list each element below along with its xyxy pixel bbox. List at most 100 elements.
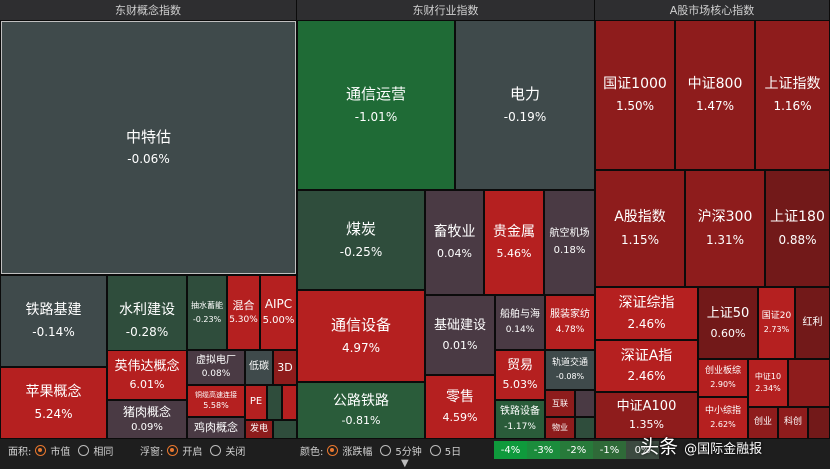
tile-tielushebei[interactable]: 铁路设备 -1.17% <box>495 400 545 439</box>
color-option-5day[interactable]: 5日 <box>444 446 462 458</box>
tile-name: 沪深300 <box>697 209 753 226</box>
area-radio-market-cap[interactable] <box>35 444 47 456</box>
tile-pct: 5.00% <box>262 315 295 327</box>
tile-small-industry-2[interactable] <box>575 417 595 439</box>
tile-name: 苹果概念 <box>25 384 82 401</box>
tile-guijinshu[interactable]: 贵金属 5.46% <box>484 190 544 295</box>
tile-small-core-2[interactable] <box>808 407 830 439</box>
color-option-5min[interactable]: 5分钟 <box>395 446 422 458</box>
float-radio-on[interactable] <box>167 444 179 456</box>
chevron-down-icon[interactable]: ▼ <box>401 458 409 469</box>
tile-shenzhengzongzhi[interactable]: 深证综指 2.46% <box>595 287 698 340</box>
color-option-change[interactable]: 涨跌幅 <box>342 446 373 458</box>
tile-hongli[interactable]: 红利 <box>795 287 830 359</box>
tile-small-concept-2[interactable] <box>282 385 297 420</box>
tile-pct: 5.30% <box>229 315 258 326</box>
tile-lingshou[interactable]: 零售 4.59% <box>425 375 495 439</box>
float-option-off[interactable]: 关闭 <box>225 446 246 458</box>
legend-item: -1% <box>593 441 626 459</box>
tile-zhongxiao[interactable]: 中小综指 2.62% <box>698 397 748 439</box>
area-option-equal[interactable]: 相同 <box>93 446 114 458</box>
tile-pingguo[interactable]: 苹果概念 5.24% <box>0 367 107 439</box>
tile-hangkong[interactable]: 航空机场 0.18% <box>544 190 595 295</box>
tile-meitan[interactable]: 煤炭 -0.25% <box>297 190 425 290</box>
tile-name: 虚拟电厂 <box>196 354 236 366</box>
tile-name: 上证180 <box>770 209 825 226</box>
float-radio-off[interactable] <box>210 444 222 456</box>
tile-pe[interactable]: PE <box>245 385 267 420</box>
tile-tongxinshebei[interactable]: 通信设备 4.97% <box>297 290 425 382</box>
tile-name: 水利建设 <box>119 302 175 319</box>
tile-name: 猪肉概念 <box>122 404 171 419</box>
tile-xunidianchang[interactable]: 虚拟电厂 0.08% <box>187 350 245 385</box>
tile-guozheng1000[interactable]: 国证1000 1.50% <box>595 20 675 170</box>
tile-shangzheng180[interactable]: 上证180 0.88% <box>765 170 830 287</box>
tile-chuangye[interactable]: 创业 <box>748 407 778 439</box>
tile-name: 畜牧业 <box>433 223 476 240</box>
color-radio-5min[interactable] <box>380 444 392 456</box>
tile-chuanbo[interactable]: 船舶与海 0.14% <box>495 295 545 350</box>
float-option-on[interactable]: 开启 <box>182 446 203 458</box>
tile-pct: -1.01% <box>354 109 398 124</box>
tile-aipc[interactable]: AIPC 5.00% <box>260 275 297 350</box>
tile-tielujijian[interactable]: 铁路基建 -0.14% <box>0 275 107 367</box>
tile-zhurou[interactable]: 猪肉概念 0.09% <box>107 400 187 439</box>
tile-guozheng20[interactable]: 国证20 2.73% <box>758 287 795 359</box>
color-radio-5day[interactable] <box>429 444 441 456</box>
tile-zhongzheng800[interactable]: 中证800 1.47% <box>675 20 755 170</box>
tile-zhongzheng10[interactable]: 中证10 2.34% <box>748 359 788 407</box>
tile-name: 贵金属 <box>493 223 535 240</box>
tile-small-industry-1[interactable] <box>575 390 595 417</box>
tile-shangzheng50[interactable]: 上证50 0.60% <box>698 287 758 359</box>
tile-small-concept-3[interactable] <box>273 420 297 439</box>
tile-pct: 2.34% <box>755 384 781 393</box>
tile-name: 低碳 <box>249 361 269 373</box>
tile-fuzhuang[interactable]: 服装家纺 4.78% <box>545 295 595 350</box>
tile-pct: 4.97% <box>341 340 381 355</box>
tile-name: 铁路基建 <box>25 302 82 319</box>
tile-tonglan[interactable]: 铜缆高速连接 5.58% <box>187 385 245 417</box>
tile-pct: 1.47% <box>695 99 735 114</box>
tile-fadian[interactable]: 发电 <box>245 420 273 439</box>
tile-pct: 1.31% <box>705 232 745 247</box>
area-radio-equal[interactable] <box>78 444 90 456</box>
tile-dianli[interactable]: 电力 -0.19% <box>455 20 595 190</box>
tile-name: 红利 <box>802 316 823 328</box>
industry-panel-header: 东财行业指数 <box>297 0 595 20</box>
tile-small-concept-1[interactable] <box>267 385 282 420</box>
tile-shenzhenga[interactable]: 深证A指 2.46% <box>595 340 698 392</box>
tile-name: 中证A100 <box>616 399 677 414</box>
tile-chuangyeban[interactable]: 创业板综 2.90% <box>698 359 748 397</box>
tile-ditan[interactable]: 低碳 <box>245 350 273 385</box>
tile-name: 鸡肉概念 <box>194 421 238 435</box>
tile-keji[interactable]: 科创 <box>778 407 808 439</box>
tile-xumuye[interactable]: 畜牧业 0.04% <box>425 190 484 295</box>
tile-agu[interactable]: A股指数 1.15% <box>595 170 685 287</box>
tile-zhongzhenga100[interactable]: 中证A100 1.35% <box>595 392 698 439</box>
tile-name: 轨道交通 <box>551 357 588 368</box>
tile-3d[interactable]: 3D <box>273 350 297 385</box>
tile-tongxinyunying[interactable]: 通信运营 -1.01% <box>297 20 455 190</box>
tile-zhongtegu[interactable]: 中特估 -0.06% <box>0 20 297 275</box>
tile-maoyi[interactable]: 贸易 5.03% <box>495 350 545 400</box>
tile-jichujianshe[interactable]: 基础建设 0.01% <box>425 295 495 375</box>
tile-hulian[interactable]: 互联 <box>545 390 575 417</box>
area-option-market-cap[interactable]: 市值 <box>50 446 71 458</box>
tile-small-core-1[interactable] <box>788 359 830 407</box>
tile-choushuixuneng[interactable]: 抽水蓄能 -0.23% <box>187 275 227 350</box>
tile-jirou[interactable]: 鸡肉概念 <box>187 417 245 439</box>
tile-husheng300[interactable]: 沪深300 1.31% <box>685 170 765 287</box>
tile-hunhe[interactable]: 混合 5.30% <box>227 275 260 350</box>
tile-pct: 1.16% <box>773 99 812 114</box>
tile-name: 深证综指 <box>618 295 675 312</box>
color-radio-change[interactable] <box>327 444 339 456</box>
tile-name: 深证A指 <box>620 347 673 364</box>
tile-wuzhu[interactable]: 物业 <box>545 417 575 439</box>
tile-pct: 6.01% <box>129 377 165 391</box>
tile-gonglutielu[interactable]: 公路铁路 -0.81% <box>297 382 425 439</box>
tile-shangzheng[interactable]: 上证指数 1.16% <box>755 20 830 170</box>
tile-yingweida[interactable]: 英伟达概念 6.01% <box>107 350 187 400</box>
tile-guidao[interactable]: 轨道交通 -0.08% <box>545 350 595 390</box>
legend-item: 0% <box>626 441 659 459</box>
tile-pct: 0.88% <box>778 232 817 247</box>
